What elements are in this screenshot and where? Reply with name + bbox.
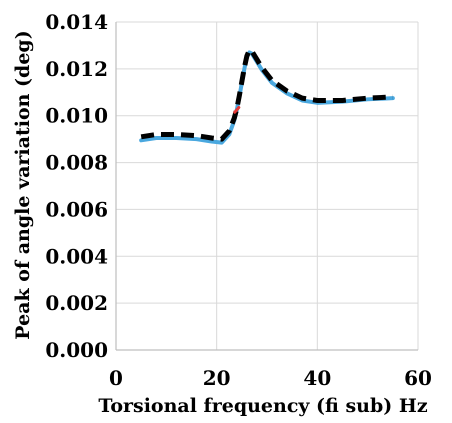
series-layer xyxy=(139,47,395,145)
y-tick-label: 0.012 xyxy=(45,57,108,81)
series-line-2 xyxy=(140,47,393,142)
y-tick-label: 0.004 xyxy=(45,244,108,268)
y-tick-label: 0.014 xyxy=(45,10,108,34)
y-tick-label: 0.008 xyxy=(45,151,108,175)
y-tick-label: 0.002 xyxy=(45,291,108,315)
y-axis-title: Peak of angle variation (deg) xyxy=(12,30,34,339)
x-tick-label: 60 xyxy=(404,366,432,390)
x-axis-title: Torsional frequency (fi sub) Hz xyxy=(98,395,427,417)
x-tick-label: 0 xyxy=(109,366,123,390)
axes-layer xyxy=(115,22,418,351)
x-tick-label: 40 xyxy=(303,366,331,390)
x-tick-label: 20 xyxy=(203,366,231,390)
y-tick-label: 0.010 xyxy=(45,104,108,128)
y-tick-label: 0.006 xyxy=(45,197,108,221)
series-line-3 xyxy=(233,106,241,114)
y-tick-label: 0.000 xyxy=(45,338,108,362)
tick-layer: 0.000 0.002 0.004 0.006 0.008 0.010 0.012 0.014… xyxy=(45,10,432,390)
